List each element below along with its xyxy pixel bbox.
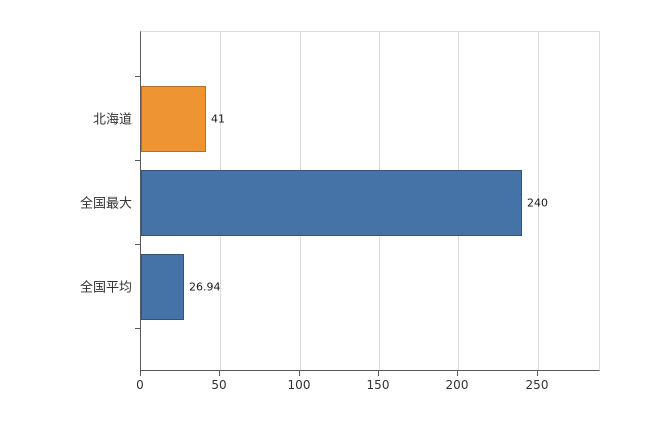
x-axis-tick xyxy=(299,371,300,376)
bar-value-label: 41 xyxy=(211,112,225,126)
gridline xyxy=(538,32,539,370)
x-axis-tick-label: 250 xyxy=(525,378,549,392)
bar-value-label: 240 xyxy=(527,196,548,210)
bar-value-label: 26.94 xyxy=(189,280,221,294)
y-axis-tick xyxy=(135,328,140,329)
category-label: 全国平均 xyxy=(79,280,132,296)
category-label: 全国最大 xyxy=(79,196,132,212)
horizontal-bar-chart: 41 240 26.94 北海道全国最大全国平均 0 50 100 150 200 250 xyxy=(40,16,650,416)
x-axis-tick-label: 150 xyxy=(366,378,390,392)
category-label: 北海道 xyxy=(92,112,132,128)
x-axis-tick xyxy=(219,371,220,376)
bar-2 xyxy=(141,170,522,236)
x-axis-tick xyxy=(457,371,458,376)
x-axis-tick-label: 100 xyxy=(287,378,311,392)
x-axis-tick-label: 0 xyxy=(136,378,144,392)
y-axis-tick xyxy=(135,76,140,77)
x-axis-tick-label: 200 xyxy=(445,378,469,392)
bar-3 xyxy=(141,254,184,320)
plot-area: 41 240 26.94 xyxy=(140,31,600,371)
bar-1 xyxy=(141,86,206,152)
x-axis-tick xyxy=(140,371,141,376)
y-axis-tick xyxy=(135,160,140,161)
x-axis-tick xyxy=(537,371,538,376)
x-axis-tick xyxy=(378,371,379,376)
y-axis-tick xyxy=(135,244,140,245)
x-axis-tick-label: 50 xyxy=(211,378,227,392)
